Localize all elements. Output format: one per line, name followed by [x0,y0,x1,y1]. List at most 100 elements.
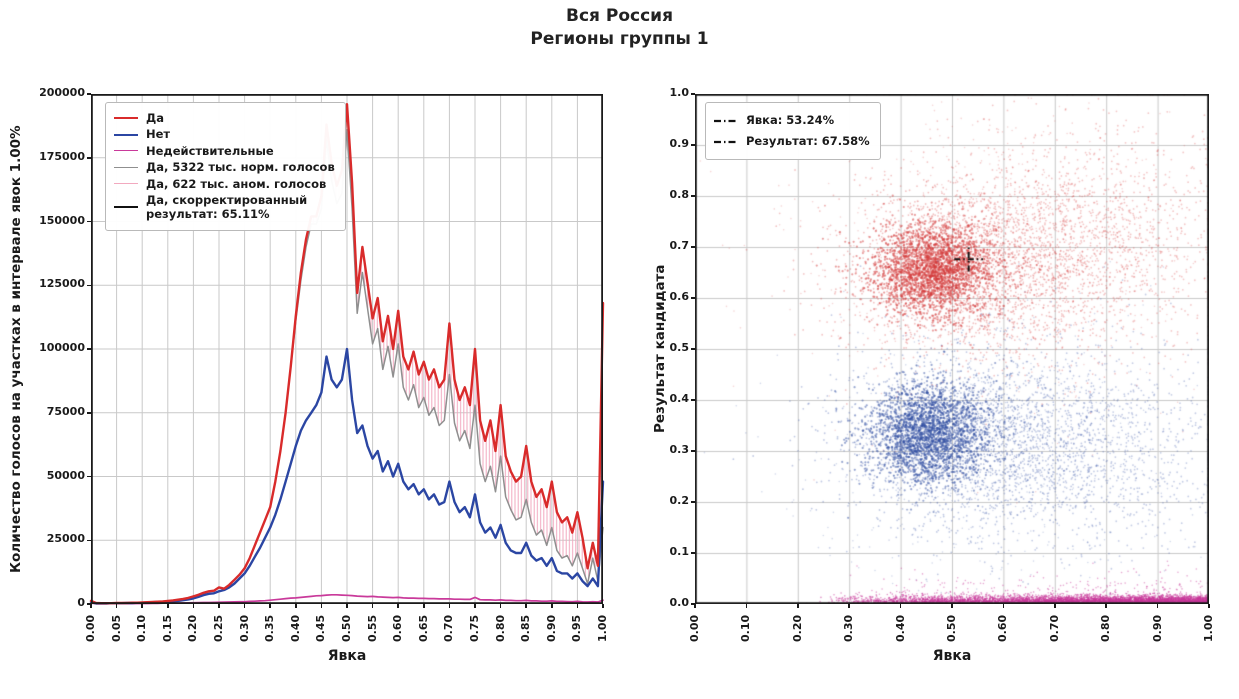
x-tick-mark [474,604,476,608]
y-tick-label: 0.4 [669,392,690,405]
y-tick-label: 0.6 [669,290,690,303]
y-tick-mark [691,348,695,350]
x-tick-label: 0.00 [84,614,97,642]
left-chart-legend: Да Нет Недействительные Да, 5322 тыс. но… [105,102,346,231]
x-tick-label: 0.80 [1099,614,1113,642]
x-tick-label: 0.00 [688,614,701,642]
y-tick-mark [87,412,91,414]
x-tick-mark [192,604,195,608]
y-tick-mark [691,297,695,299]
x-tick-mark [423,604,425,608]
x-tick-label: 0.60 [391,614,405,642]
y-tick-mark [691,246,695,248]
y-tick-mark [87,157,91,159]
legend-label: Да [146,111,165,125]
x-tick-label: 0.30 [237,614,251,642]
x-tick-label: 0.65 [416,614,430,642]
x-tick-label: 0.70 [442,614,456,642]
y-tick-mark [691,501,695,503]
x-tick-mark [576,604,579,608]
figure-title-line-2: Регионы группы 1 [530,29,709,49]
dashdot-line-swatch [714,111,738,130]
x-tick-mark [602,604,604,608]
x-tick-label: 1.00 [1202,614,1215,642]
x-tick-label: 1.00 [596,614,609,642]
invalid-line-swatch [114,150,138,152]
y-tick-mark [691,399,695,401]
legend-label: Да, 622 тыс. аном. голосов [146,176,327,191]
x-tick-mark [1002,604,1005,608]
normal-votes-line-swatch [114,166,138,168]
y-tick-mark [87,348,91,350]
left-chart-x-axis-label: Явка [327,648,367,664]
y-tick-label: 0.1 [669,545,690,558]
legend-item-normal-votes: Да, 5322 тыс. норм. голосов [114,160,335,174]
x-tick-label: 0.20 [186,614,200,642]
left-line-chart-axes: Да Нет Недействительные Да, 5322 тыс. но… [89,93,605,605]
x-tick-label: 0.85 [519,614,533,642]
y-tick-mark [691,552,695,554]
x-tick-mark [371,604,374,608]
x-tick-mark [218,604,220,608]
x-tick-mark [551,604,553,608]
x-tick-label: 0.40 [288,614,302,642]
x-tick-label: 0.50 [945,614,958,642]
y-tick-mark [691,450,695,452]
x-tick-mark [797,604,799,608]
x-tick-label: 0.95 [570,614,584,642]
legend-item-no: Нет [114,127,335,141]
y-tick-mark [87,284,91,286]
legend-label: Да, скорректированный результат: 65.11% [146,192,308,222]
x-tick-label: 0.10 [135,614,149,642]
x-tick-label: 0.05 [109,614,123,642]
yes-line-swatch [114,117,138,120]
x-tick-label: 0.45 [314,614,328,642]
x-tick-mark [269,604,271,608]
y-tick-label: 0 [77,596,85,609]
dashdot-line-swatch [714,132,738,151]
x-tick-mark [141,604,143,608]
legend-item-anomalous-votes: Да, 622 тыс. аном. голосов [114,177,335,191]
corrected-result-line-swatch [114,206,138,209]
legend-label: Да, 5322 тыс. норм. голосов [146,160,335,175]
x-tick-mark [448,604,451,608]
anomalous-votes-line-swatch [114,183,138,185]
x-tick-mark [499,604,502,608]
legend-item-turnout: Явка: 53.24% [714,111,870,130]
legend-item-yes: Да [114,111,335,125]
y-tick-mark [87,220,91,223]
y-tick-mark [87,475,91,478]
y-tick-mark [87,93,91,95]
x-tick-mark [90,604,92,608]
legend-item-corrected-result: Да, скорректированный результат: 65.11% [114,193,335,222]
x-tick-label: 0.50 [340,614,353,642]
legend-item-result: Результат: 67.58% [714,132,870,151]
x-tick-mark [525,604,527,608]
x-tick-mark [397,604,399,608]
x-tick-mark [346,604,348,608]
y-tick-label: 100000 [39,341,85,354]
y-tick-mark [87,539,91,541]
y-tick-label: 0.8 [669,188,690,201]
y-tick-label: 125000 [39,277,85,291]
y-tick-label: 175000 [39,149,85,163]
y-tick-mark [691,195,695,197]
x-tick-label: 0.20 [790,614,804,642]
x-tick-label: 0.90 [544,614,558,642]
x-tick-mark [167,604,169,608]
right-chart-x-axis-label: Явка [932,648,972,664]
legend-label: Явка: 53.24% [746,113,835,128]
right-chart-legend: Явка: 53.24% Результат: 67.58% [705,102,881,160]
y-tick-label: 0.0 [669,596,690,609]
y-tick-label: 150000 [39,213,85,227]
x-tick-label: 0.90 [1150,614,1164,642]
x-tick-label: 0.55 [365,614,379,642]
figure-title-line-1: Вся Россия [566,6,673,26]
x-tick-mark [745,604,748,608]
y-tick-mark [691,93,695,95]
x-tick-label: 0.25 [212,614,225,642]
x-tick-mark [694,604,696,608]
y-tick-label: 50000 [46,468,85,482]
x-tick-label: 0.40 [893,614,907,642]
